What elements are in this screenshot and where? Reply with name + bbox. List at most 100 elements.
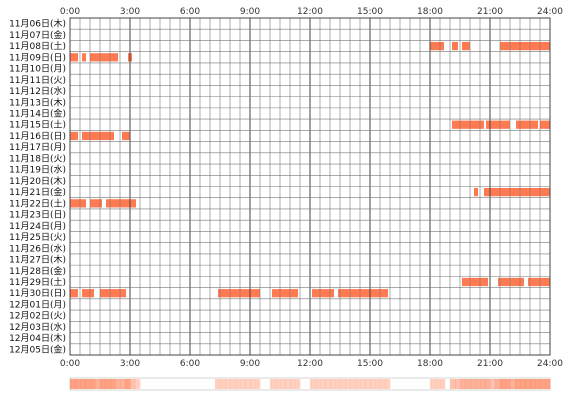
summary-cell bbox=[365, 379, 371, 389]
summary-cell bbox=[460, 379, 466, 389]
summary-cell bbox=[500, 379, 506, 389]
row-label: 12月01日(月) bbox=[9, 299, 66, 310]
row-label: 12月04日(木) bbox=[9, 332, 66, 344]
activity-bar bbox=[272, 289, 298, 298]
summary-cell bbox=[115, 379, 121, 389]
activity-bar bbox=[516, 120, 538, 129]
activity-bars bbox=[70, 41, 550, 298]
summary-cell bbox=[495, 379, 501, 389]
activity-bar bbox=[82, 289, 94, 298]
summary-cell bbox=[515, 379, 521, 389]
summary-cell bbox=[375, 379, 381, 389]
x-axis-bottom: 0:00 3:00 6:00 9:00 12:00 15:00 18:00 21:00 24:0… bbox=[60, 359, 563, 369]
row-label: 11月08日(土) bbox=[9, 40, 66, 52]
summary-cell bbox=[455, 379, 461, 389]
summary-cell bbox=[430, 379, 436, 389]
row-label: 11月11日(火) bbox=[9, 75, 66, 86]
plot-frame bbox=[69, 17, 551, 356]
activity-bar bbox=[218, 289, 260, 298]
summary-cell bbox=[470, 379, 476, 389]
row-label: 11月22日(土) bbox=[9, 197, 66, 209]
summary-cell bbox=[465, 379, 471, 389]
summary-cell bbox=[245, 379, 251, 389]
x-tick-label: 6:00 bbox=[180, 359, 200, 369]
summary-cell bbox=[290, 379, 296, 389]
activity-bar bbox=[90, 53, 118, 62]
summary-cell bbox=[380, 379, 386, 389]
activity-bar bbox=[462, 277, 488, 287]
x-tick-label: 3:00 bbox=[120, 359, 140, 369]
x-tick-label: 18:00 bbox=[417, 7, 443, 17]
summary-cell bbox=[520, 379, 526, 389]
x-tick-label: 12:00 bbox=[297, 7, 323, 17]
activity-bar bbox=[462, 41, 470, 51]
activity-bar bbox=[70, 199, 86, 208]
row-label: 12月02日(火) bbox=[9, 311, 66, 322]
summary-cell bbox=[385, 379, 391, 389]
summary-cell bbox=[475, 379, 481, 389]
summary-cell bbox=[370, 379, 376, 389]
row-label: 11月12日(水) bbox=[9, 85, 66, 97]
row-label: 11月10日(月) bbox=[9, 64, 66, 75]
summary-cell bbox=[130, 379, 136, 389]
row-label: 11月07日(金) bbox=[9, 29, 66, 41]
summary-cell bbox=[270, 379, 276, 389]
summary-cell bbox=[230, 379, 236, 389]
activity-bar bbox=[500, 41, 550, 51]
row-label: 11月06日(木) bbox=[9, 18, 66, 30]
activity-bar bbox=[122, 131, 130, 141]
row-label: 11月15日(土) bbox=[9, 119, 66, 131]
x-tick-label: 24:00 bbox=[537, 7, 563, 17]
row-label: 11月21日(金) bbox=[9, 186, 66, 198]
summary-cell bbox=[235, 379, 241, 389]
summary-cell bbox=[485, 379, 491, 389]
x-tick-label: 0:00 bbox=[60, 7, 80, 17]
summary-strip bbox=[69, 377, 551, 391]
summary-cell bbox=[90, 379, 96, 389]
summary-cell bbox=[545, 379, 551, 389]
activity-bar bbox=[498, 277, 524, 287]
row-label: 11月19日(水) bbox=[9, 164, 66, 176]
summary-cell bbox=[310, 379, 316, 389]
activity-bar bbox=[430, 41, 444, 51]
summary-cell bbox=[490, 379, 496, 389]
summary-cell bbox=[530, 379, 536, 389]
row-label: 11月17日(月) bbox=[9, 142, 66, 153]
summary-cell bbox=[95, 379, 101, 389]
activity-bar bbox=[484, 188, 550, 197]
x-tick-label: 6:00 bbox=[180, 7, 200, 17]
summary-cell bbox=[275, 379, 281, 389]
summary-cell bbox=[280, 379, 286, 389]
row-label: 12月03日(水) bbox=[9, 321, 66, 333]
row-label: 11月29日(土) bbox=[9, 276, 66, 288]
row-label: 11月26日(水) bbox=[9, 242, 66, 254]
summary-cell bbox=[505, 379, 511, 389]
summary-cell bbox=[525, 379, 531, 389]
grid-lines bbox=[69, 17, 551, 356]
row-label: 11月24日(月) bbox=[9, 221, 66, 232]
row-labels: 11月06日(木)11月07日(金)11月08日(土)11月09日(日)11月1… bbox=[9, 18, 66, 356]
activity-bar bbox=[70, 53, 78, 62]
summary-cell bbox=[110, 379, 116, 389]
row-label: 11月14日(金) bbox=[9, 107, 66, 119]
summary-cell bbox=[120, 379, 126, 389]
summary-cell bbox=[135, 379, 141, 389]
row-label: 11月25日(火) bbox=[9, 232, 66, 243]
activity-bar bbox=[82, 53, 86, 62]
summary-cell bbox=[540, 379, 546, 389]
summary-cell bbox=[70, 379, 76, 389]
row-label: 11月30日(日) bbox=[9, 288, 66, 299]
activity-bar bbox=[486, 120, 510, 129]
summary-cell bbox=[220, 379, 226, 389]
x-tick-label: 0:00 bbox=[60, 359, 80, 369]
summary-cell bbox=[440, 379, 446, 389]
x-tick-label: 15:00 bbox=[357, 7, 383, 17]
summary-cell bbox=[80, 379, 86, 389]
x-tick-label: 15:00 bbox=[357, 359, 383, 369]
summary-cell bbox=[255, 379, 261, 389]
summary-cell bbox=[105, 379, 111, 389]
activity-bar bbox=[106, 199, 136, 208]
summary-cell bbox=[215, 379, 221, 389]
summary-cell bbox=[125, 379, 131, 389]
